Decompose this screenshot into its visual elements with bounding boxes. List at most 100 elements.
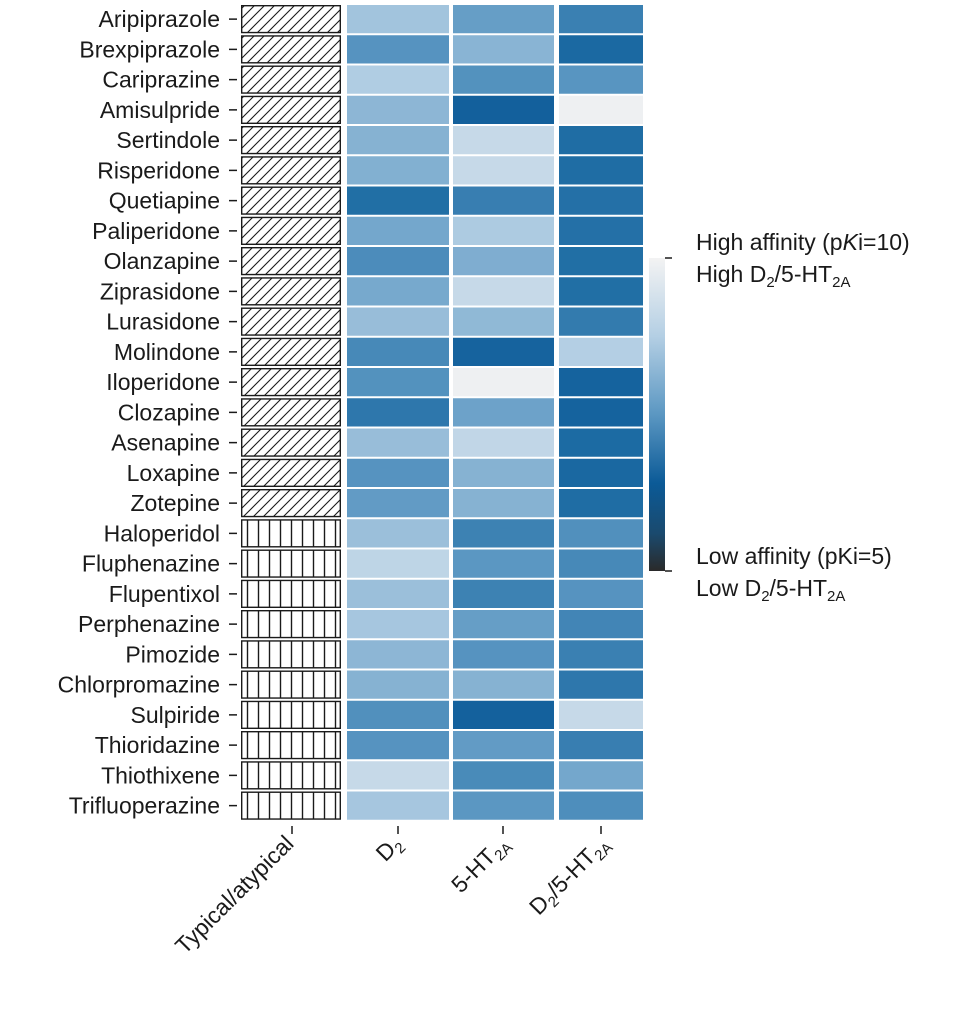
cell-sertindole-d2 [347, 126, 449, 155]
cell-haloperidol-d25ht2a [559, 519, 643, 548]
cell-lurasidone-5ht2a [453, 307, 554, 336]
class-cell-lurasidone [240, 307, 341, 336]
cell-clozapine-d2 [347, 398, 449, 427]
row-label-brexpiprazole: Brexpiprazole [79, 36, 220, 62]
cell-cariprazine-5ht2a [453, 65, 554, 94]
cell-fluphenazine-d2 [347, 549, 449, 578]
row-label-lurasidone: Lurasidone [106, 309, 220, 335]
cell-risperidone-d2 [347, 156, 449, 185]
cell-perphenazine-d2 [347, 610, 449, 639]
row-label-trifluoperazine: Trifluoperazine [69, 793, 220, 819]
class-cell-cariprazine [240, 65, 341, 94]
cell-zotepine-d25ht2a [559, 489, 643, 518]
cell-amisulpride-d2 [347, 95, 449, 124]
class-cell-zotepine [240, 489, 341, 518]
cell-perphenazine-d25ht2a [559, 610, 643, 639]
row-label-fluphenazine: Fluphenazine [82, 551, 220, 577]
legend-high-ratio: High D2/5-HT2A [696, 261, 851, 291]
row-label-flupentixol: Flupentixol [109, 581, 220, 607]
x-label-5ht2a: 5-HT2A [446, 830, 516, 900]
cell-paliperidone-5ht2a [453, 216, 554, 245]
class-cell-haloperidol [240, 519, 341, 548]
class-cell-sertindole [240, 125, 341, 155]
class-cell-asenapine [240, 428, 341, 457]
cell-amisulpride-5ht2a [453, 95, 554, 124]
colorbar-legend-high: High affinity (pKi=10) High D2/5-HT2A [696, 228, 910, 291]
cell-trifluoperazine-d2 [347, 791, 449, 820]
cell-flupentixol-5ht2a [453, 579, 554, 608]
x-label-typical: Typical/atypical [170, 830, 299, 959]
cell-pimozide-d25ht2a [559, 640, 643, 669]
row-label-pimozide: Pimozide [125, 641, 220, 667]
class-cell-thioridazine [240, 731, 341, 760]
cell-cariprazine-d25ht2a [559, 65, 643, 94]
cell-zotepine-5ht2a [453, 489, 554, 518]
cell-amisulpride-d25ht2a [559, 95, 643, 124]
class-cell-paliperidone [240, 216, 341, 245]
row-label-asenapine: Asenapine [111, 430, 220, 456]
cell-lurasidone-d2 [347, 307, 449, 336]
cell-quetiapine-d2 [347, 186, 449, 215]
cell-quetiapine-d25ht2a [559, 186, 643, 215]
row-label-olanzapine: Olanzapine [104, 248, 220, 274]
cell-brexpiprazole-5ht2a [453, 35, 554, 64]
row-label-clozapine: Clozapine [118, 399, 220, 425]
cell-thiothixene-5ht2a [453, 761, 554, 790]
class-cell-brexpiprazole [240, 35, 341, 64]
row-label-quetiapine: Quetiapine [109, 188, 220, 214]
cell-pimozide-5ht2a [453, 640, 554, 669]
class-cell-clozapine [240, 398, 341, 427]
cell-risperidone-5ht2a [453, 156, 554, 185]
cell-molindone-5ht2a [453, 337, 554, 366]
cell-asenapine-d25ht2a [559, 428, 643, 457]
cell-cariprazine-d2 [347, 65, 449, 94]
x-label-ratio: D2/5-HT2A [524, 830, 617, 923]
class-cell-aripiprazole [240, 4, 341, 34]
row-label-chlorpromazine: Chlorpromazine [58, 672, 220, 698]
row-label-aripiprazole: Aripiprazole [99, 6, 220, 32]
cell-chlorpromazine-d2 [347, 670, 449, 699]
cell-flupentixol-d25ht2a [559, 579, 643, 608]
class-cell-olanzapine [240, 246, 341, 276]
cell-ziprasidone-d2 [347, 277, 449, 306]
class-cell-sulpiride [240, 700, 341, 730]
cell-thioridazine-d2 [347, 731, 449, 760]
cell-asenapine-d2 [347, 428, 449, 457]
cell-iloperidone-d25ht2a [559, 368, 643, 397]
cell-zotepine-d2 [347, 489, 449, 518]
row-label-zotepine: Zotepine [130, 490, 220, 516]
cell-olanzapine-d25ht2a [559, 247, 643, 276]
row-label-cariprazine: Cariprazine [102, 67, 220, 93]
cell-ziprasidone-5ht2a [453, 277, 554, 306]
x-label-d2: D2 [370, 830, 409, 869]
class-cell-fluphenazine [240, 549, 341, 578]
row-label-paliperidone: Paliperidone [92, 218, 220, 244]
cell-iloperidone-d2 [347, 368, 449, 397]
class-cell-loxapine [240, 458, 341, 488]
cell-pimozide-d2 [347, 640, 449, 669]
row-label-haloperidol: Haloperidol [104, 520, 220, 546]
cell-lurasidone-d25ht2a [559, 307, 643, 336]
cell-fluphenazine-d25ht2a [559, 549, 643, 578]
class-cell-trifluoperazine [240, 791, 341, 820]
legend-high-affinity: High affinity (pKi=10) [696, 229, 910, 255]
legend-low-ratio: Low D2/5-HT2A [696, 575, 846, 605]
colorbar-legend-low: Low affinity (pKi=5) Low D2/5-HT2A [696, 542, 892, 605]
cell-iloperidone-5ht2a [453, 368, 554, 397]
row-label-thiothixene: Thiothixene [101, 762, 220, 788]
cell-sulpiride-5ht2a [453, 700, 554, 729]
cell-thiothixene-d25ht2a [559, 761, 643, 790]
cell-loxapine-5ht2a [453, 458, 554, 487]
cell-aripiprazole-5ht2a [453, 5, 554, 34]
cell-clozapine-5ht2a [453, 398, 554, 427]
row-label-loxapine: Loxapine [127, 460, 220, 486]
cell-brexpiprazole-d2 [347, 35, 449, 64]
class-cell-molindone [240, 337, 341, 367]
cell-asenapine-5ht2a [453, 428, 554, 457]
cell-chlorpromazine-5ht2a [453, 670, 554, 699]
colorbar [649, 258, 665, 571]
row-label-amisulpride: Amisulpride [100, 97, 220, 123]
cell-thiothixene-d2 [347, 761, 449, 790]
cell-aripiprazole-d2 [347, 5, 449, 34]
